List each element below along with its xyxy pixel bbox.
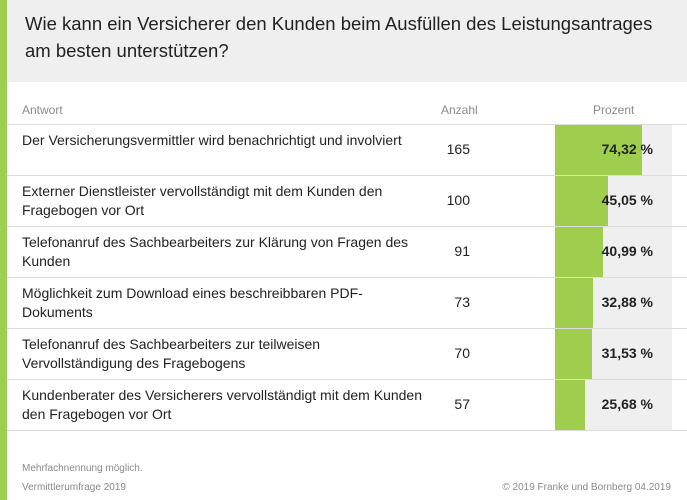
row-percent: 45,05 %	[601, 192, 653, 208]
row-percent: 40,99 %	[601, 243, 653, 259]
percent-bar	[555, 125, 642, 175]
footer-note: Mehrfachnennung möglich.	[22, 463, 143, 474]
footer-copyright: © 2019 Franke und Bornberg 04.2019	[502, 482, 671, 493]
percent-bar	[555, 380, 586, 430]
row-percent: 31,53 %	[601, 345, 653, 361]
percent-bar-track	[555, 227, 672, 277]
row-count: 165	[446, 141, 470, 157]
table-row: Telefonanruf des Sachbearbeiters zur tei…	[7, 328, 687, 379]
percent-bar-track	[555, 125, 672, 175]
row-answer: Telefonanruf des Sachbearbeiters zur tei…	[22, 336, 321, 371]
column-header-answer: Antwort	[22, 103, 63, 117]
row-percent: 32,88 %	[601, 294, 653, 310]
percent-bar	[555, 176, 608, 226]
percent-bar-track	[555, 176, 672, 226]
percent-bar-track	[555, 329, 672, 379]
percent-bar	[555, 227, 603, 277]
row-percent: 74,32 %	[601, 141, 653, 157]
percent-bar	[555, 329, 592, 379]
row-count: 73	[454, 294, 470, 310]
table-row: Externer Dienstleister vervollständigt m…	[7, 175, 687, 226]
footer-source: Vermittlerumfrage 2019	[22, 482, 126, 493]
row-percent: 25,68 %	[601, 396, 653, 412]
table-row: Der Versicherungsvermittler wird benachr…	[7, 124, 687, 175]
column-header-count: Anzahl	[441, 103, 478, 117]
table-row: Möglichkeit zum Download eines beschreib…	[7, 277, 687, 328]
row-count: 91	[454, 243, 470, 259]
header: Wie kann ein Versicherer den Kunden beim…	[7, 0, 687, 82]
accent-bar	[0, 0, 7, 500]
row-count: 57	[454, 396, 470, 412]
chart-title: Wie kann ein Versicherer den Kunden beim…	[25, 13, 653, 61]
row-answer: Der Versicherungsvermittler wird benachr…	[22, 132, 402, 148]
row-answer: Externer Dienstleister vervollständigt m…	[22, 183, 383, 218]
row-answer: Möglichkeit zum Download eines beschreib…	[22, 285, 363, 320]
row-answer: Telefonanruf des Sachbearbeiters zur Klä…	[22, 234, 409, 269]
column-header-percent: Prozent	[593, 103, 635, 117]
row-answer: Kundenberater des Versicherers vervollst…	[22, 387, 422, 422]
row-count: 70	[454, 345, 470, 361]
table-body: Der Versicherungsvermittler wird benachr…	[7, 124, 687, 431]
table-row: Kundenberater des Versicherers vervollst…	[7, 379, 687, 431]
percent-bar	[555, 278, 594, 328]
table-row: Telefonanruf des Sachbearbeiters zur Klä…	[7, 226, 687, 277]
percent-bar-track	[555, 380, 672, 430]
row-count: 100	[446, 192, 470, 208]
percent-bar-track	[555, 278, 672, 328]
